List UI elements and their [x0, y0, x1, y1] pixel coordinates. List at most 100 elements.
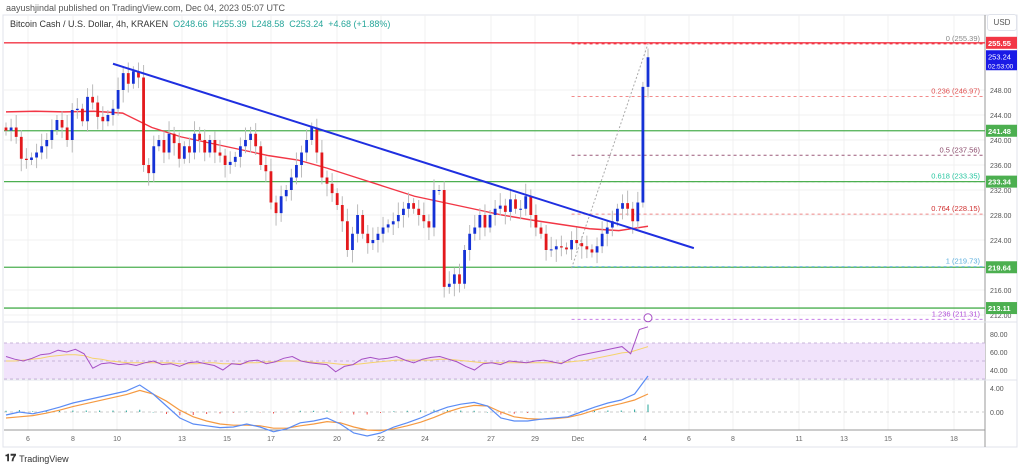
candle-down — [137, 71, 140, 78]
rsi-signal-line — [6, 346, 649, 366]
macd-histogram-bar — [620, 410, 622, 412]
candle-up — [376, 233, 380, 240]
ohlc-high: H255.39 — [212, 19, 247, 29]
candle-down — [539, 227, 543, 234]
x-tick-label: 8 — [731, 436, 735, 443]
candle-up — [646, 57, 650, 87]
candle-up — [616, 208, 619, 222]
candle-down — [177, 143, 181, 159]
candle-up — [152, 146, 156, 174]
macd-histogram-bar — [206, 412, 208, 414]
candle-down — [366, 233, 370, 244]
y-tick-label: 212.00 — [990, 313, 1012, 320]
candle-up — [9, 127, 13, 131]
candle-up — [116, 90, 120, 109]
candle-down — [345, 221, 349, 250]
candle-down — [96, 102, 100, 117]
candle-up — [519, 208, 523, 210]
currency-button[interactable]: USD — [987, 14, 1017, 31]
y-tick-label: 236.00 — [990, 163, 1012, 170]
candle-down — [340, 205, 344, 222]
candle-up — [610, 221, 614, 228]
candle-up — [70, 110, 74, 140]
candle-up — [554, 246, 558, 250]
candle-down — [585, 246, 589, 250]
candle-up — [549, 249, 553, 251]
macd-histogram-bar — [607, 410, 609, 412]
last-price-label: 253.24 — [988, 52, 1011, 61]
level-price-label: 219.64 — [988, 263, 1012, 272]
candle-up — [437, 190, 441, 191]
candle-down — [580, 243, 584, 247]
fib-level-label: 1 (219.73) — [946, 257, 981, 266]
candle-up — [381, 227, 385, 234]
macd-histogram-bar — [152, 412, 154, 413]
macd-histogram-bar — [634, 409, 636, 412]
candle-down — [162, 140, 166, 153]
candle-down — [81, 108, 84, 122]
candle-down — [458, 274, 461, 284]
candle-down — [529, 196, 533, 215]
x-tick-label: 27 — [487, 436, 495, 443]
macd-histogram-bar — [594, 410, 595, 412]
macd-histogram-bar — [45, 411, 47, 412]
candle-up — [351, 233, 354, 250]
ohlc-close: C253.24 — [289, 19, 324, 29]
candle-up — [570, 240, 573, 250]
x-tick-label: 17 — [267, 436, 275, 443]
candle-up — [249, 133, 252, 140]
candle-up — [473, 227, 477, 234]
candle-up — [636, 202, 640, 222]
candle-up — [641, 86, 645, 203]
macd-tick-label: 4.00 — [990, 386, 1004, 393]
tradingview-logo[interactable]: 𝟏𝟕 TradingView — [5, 453, 69, 464]
rsi-tick-label: 40.00 — [990, 368, 1008, 375]
y-tick-label: 240.00 — [990, 138, 1012, 145]
candle-down — [91, 96, 95, 103]
alert-icon — [643, 313, 653, 323]
candle-down — [361, 215, 365, 234]
candle-down — [19, 136, 23, 159]
candle-down — [269, 171, 273, 203]
candle-down — [335, 193, 339, 205]
x-tick-label: 29 — [531, 436, 539, 443]
candle-down — [147, 165, 151, 174]
fib-level-label: 0.618 (233.35) — [931, 172, 980, 181]
symbol-legend: Bitcoin Cash / U.S. Dollar, 4h, KRAKEN O… — [10, 19, 390, 29]
candle-up — [35, 152, 38, 158]
candle-down — [417, 208, 421, 215]
symbol-name: Bitcoin Cash / U.S. Dollar, 4h, KRAKEN — [10, 19, 169, 29]
candle-up — [621, 203, 624, 209]
candle-up — [600, 233, 604, 247]
candle-down — [172, 133, 176, 144]
macd-histogram-bar — [166, 412, 167, 414]
last-price-tag — [986, 50, 1017, 71]
candle-down — [503, 205, 507, 212]
candle-down — [65, 127, 69, 140]
macd-histogram-bar — [219, 412, 221, 414]
candle-down — [575, 240, 579, 244]
candle-up — [50, 130, 54, 140]
candle-up — [498, 205, 502, 209]
level-price-label: 241.48 — [988, 127, 1011, 136]
macd-histogram-bar — [246, 411, 248, 412]
candle-down — [631, 208, 635, 222]
x-tick-label: 22 — [377, 436, 385, 443]
x-tick-label: 13 — [840, 436, 848, 443]
candle-down — [198, 133, 202, 140]
level-price-label: 213.11 — [988, 304, 1011, 313]
macd-histogram-bar — [513, 412, 515, 414]
candle-down — [422, 215, 426, 222]
macd-histogram-bar — [259, 412, 261, 413]
macd-histogram-bar — [420, 410, 422, 412]
macd-histogram-bar — [139, 409, 141, 412]
x-tick-label: 6 — [687, 436, 691, 443]
candle-up — [488, 215, 492, 228]
level-price-tag — [986, 261, 1017, 274]
macd-histogram-bar — [540, 412, 542, 413]
candle-up — [402, 208, 405, 215]
y-tick-label: 228.00 — [990, 213, 1012, 220]
y-tick-label: 232.00 — [990, 188, 1012, 195]
candle-down — [274, 202, 278, 214]
